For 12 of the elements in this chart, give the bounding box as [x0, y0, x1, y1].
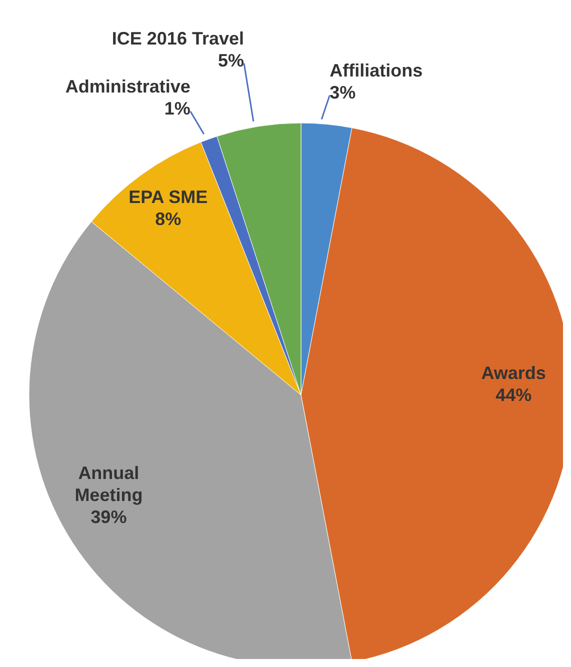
slice-label: Administrative — [65, 76, 190, 96]
slice-label: EPA SME — [128, 186, 208, 207]
data-label: 5% — [218, 50, 244, 70]
slice-label: Affiliations — [330, 60, 423, 80]
slice-label: Awards — [481, 363, 546, 383]
slice-label: Annual Meeting — [74, 462, 143, 505]
data-label: 44% — [496, 385, 532, 405]
slice-label: ICE 2016 Travel — [112, 28, 244, 48]
data-label: 3% — [330, 82, 356, 102]
data-label: 1% — [164, 98, 190, 118]
data-label: 8% — [155, 208, 182, 229]
data-label: 39% — [90, 506, 127, 527]
